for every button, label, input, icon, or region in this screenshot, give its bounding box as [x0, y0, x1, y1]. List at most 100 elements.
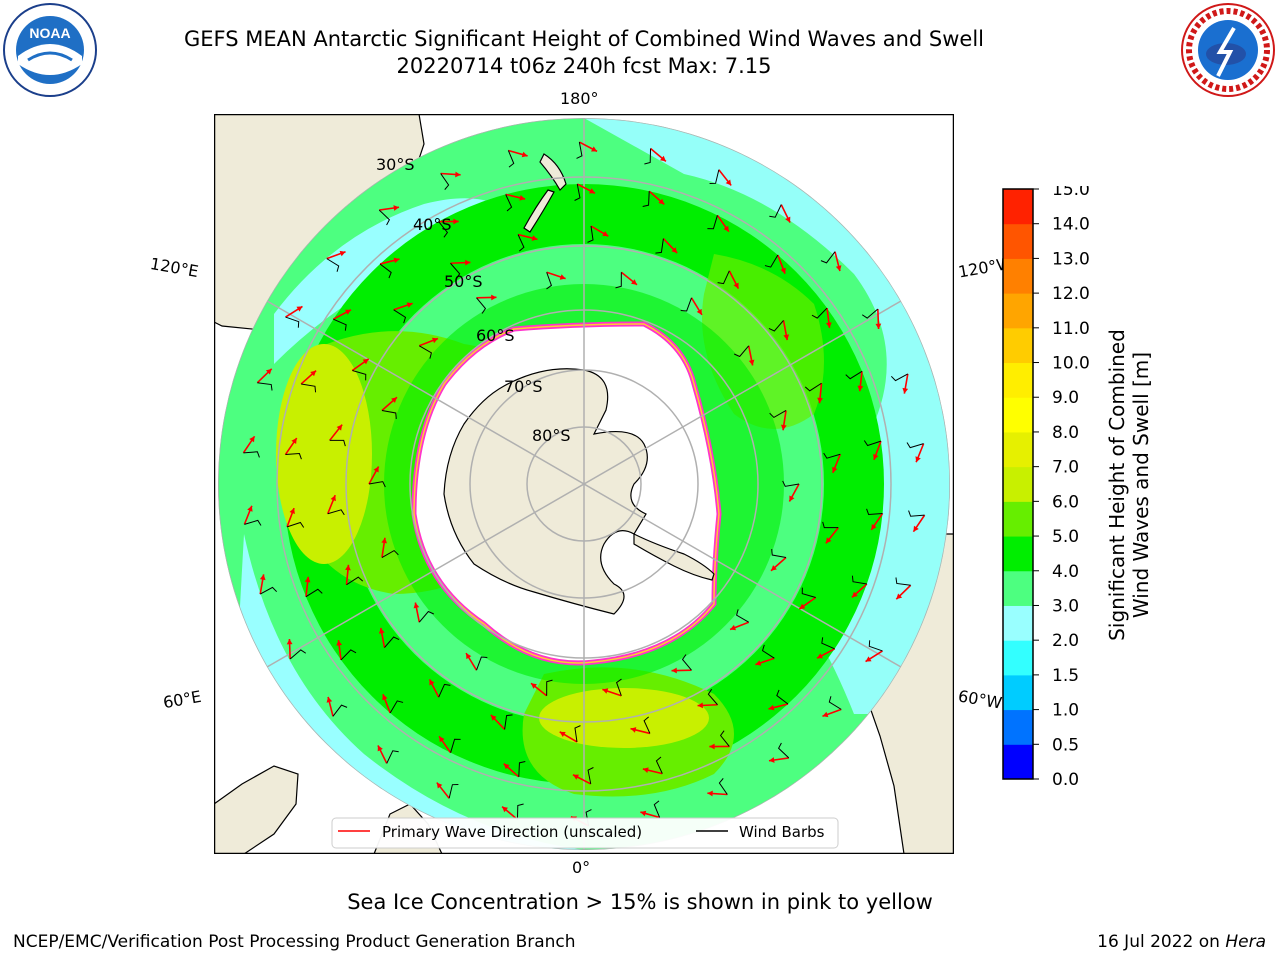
wind-barb	[352, 369, 367, 381]
wind-barb	[761, 644, 775, 659]
wave-direction-arrowhead	[373, 466, 379, 473]
wind-barb	[289, 649, 307, 660]
nws-logo	[1181, 3, 1275, 97]
colorbar-bin	[1003, 293, 1033, 329]
wind-barb	[285, 316, 300, 328]
wind-barb	[386, 750, 399, 764]
antarctica-land	[443, 368, 648, 615]
wave-direction-arrowhead	[799, 603, 806, 610]
wave-direction-arrowhead	[835, 265, 842, 272]
wind-barb	[587, 767, 594, 785]
wind-barb	[516, 803, 524, 820]
wind-barb	[332, 704, 348, 717]
wave-direction-arrowhead	[330, 495, 336, 502]
wave-direction-arrowhead	[531, 235, 538, 241]
wind-barb	[333, 318, 347, 331]
wind-barb	[845, 370, 863, 380]
colorbar-bin	[1003, 744, 1033, 780]
wind-barb	[777, 742, 790, 759]
wind-barb	[418, 610, 434, 623]
wind-barb	[642, 191, 650, 207]
colorbar-bin	[1003, 397, 1033, 433]
wind-barb	[504, 714, 513, 730]
wind-barb	[906, 442, 924, 449]
wave-direction-arrowhead	[519, 195, 526, 201]
lon-label-0: 0°	[572, 858, 591, 877]
wave-direction-arrowhead	[915, 456, 921, 463]
wind-barb	[782, 480, 800, 487]
wind-barb	[709, 169, 720, 185]
wave-direction-arrowhead	[707, 790, 713, 797]
colorbar-bin	[1003, 431, 1033, 468]
wave-direction-arrowhead	[304, 576, 311, 583]
colorbar-bin	[1003, 709, 1033, 745]
wave-direction-arrowhead	[589, 188, 596, 194]
colorbar-tick-label: 12.0	[1052, 284, 1090, 304]
wind-barb	[305, 588, 323, 598]
wind-barb	[908, 510, 925, 517]
wind-barb	[655, 238, 664, 254]
wind-barb	[438, 221, 449, 238]
colorbar-bin	[1003, 536, 1033, 572]
wave-direction-arrowhead	[265, 368, 272, 375]
wind-barb	[346, 576, 364, 586]
wave-direction-arrowhead	[436, 782, 443, 789]
colorbar-ticks: 0.0 0.5 1.0 1.5 2.0 3.0 4.0 5.0 6.0 7.0 8.0 9.0 10.0…	[1033, 186, 1090, 786]
wave-direction-arrowhead	[771, 565, 777, 571]
wind-barb	[286, 521, 305, 528]
lon-label-120e: 120°E	[148, 253, 200, 282]
wave-direction-arrowhead	[671, 667, 677, 674]
wind-barb	[718, 778, 728, 795]
wave-direction-arrowhead	[913, 525, 919, 532]
wave-direction-arrowhead	[490, 714, 497, 721]
colorbar-bin	[1003, 466, 1033, 502]
colorbar-tick-label: 6.0	[1052, 492, 1079, 512]
map-frame	[214, 114, 954, 854]
wind-barb	[438, 683, 451, 698]
wind-barb	[368, 481, 386, 488]
wave-direction-arrowhead	[453, 218, 459, 225]
lat-label-80s: 80°S	[532, 426, 571, 445]
wave-direction-arrowhead	[780, 424, 787, 431]
wave-direction-arrowhead	[697, 702, 703, 709]
wind-barb	[801, 587, 816, 599]
wave-direction-arrowhead	[339, 250, 346, 257]
wave-direction-arrowhead	[291, 438, 297, 444]
wind-barb	[381, 409, 397, 419]
wind-barb	[719, 730, 730, 747]
wave-direction-arrowhead	[310, 370, 317, 377]
colorbar-tick-label: 13.0	[1052, 249, 1090, 269]
wind-barb	[764, 254, 779, 268]
wave-direction-arrowhead	[789, 495, 795, 502]
chart-title: GEFS MEAN Antarctic Significant Height o…	[183, 27, 985, 51]
wind-barb	[644, 148, 652, 165]
wave-direction-arrowhead	[783, 334, 790, 341]
wind-barb	[546, 679, 553, 696]
wind-barb	[476, 656, 488, 671]
wind-barb	[861, 308, 879, 319]
wave-direction-arrowhead	[602, 688, 609, 694]
wave-direction-arrowhead	[249, 436, 255, 443]
wave-direction-arrowhead	[640, 810, 647, 817]
colorbar-bin	[1003, 674, 1033, 711]
wind-barb	[517, 234, 525, 252]
wind-barb	[828, 696, 842, 710]
wave-direction-arrowhead	[259, 574, 266, 581]
noaa-logo: NOAA	[3, 3, 97, 97]
wave-direction-arrowhead	[630, 727, 637, 733]
wind-barb	[866, 508, 883, 515]
wave-direction-arrows	[242, 141, 926, 827]
wave-direction-arrowhead	[286, 639, 293, 645]
wave-direction-arrowhead	[851, 591, 858, 598]
wind-barb	[546, 272, 553, 290]
wave-direction-arrowhead	[826, 322, 832, 328]
wind-barb	[768, 320, 784, 332]
colorbar-tick-label: 2.0	[1052, 631, 1079, 651]
wave-direction-arrowhead	[413, 602, 420, 609]
wave-direction-arrowhead	[503, 763, 510, 770]
wave-direction-arrowhead	[381, 537, 388, 544]
colorbar-bin	[1003, 501, 1033, 537]
wave-direction-arrowhead	[896, 593, 903, 600]
wind-barb	[340, 649, 357, 661]
wave-direction-arrowhead	[439, 736, 445, 743]
